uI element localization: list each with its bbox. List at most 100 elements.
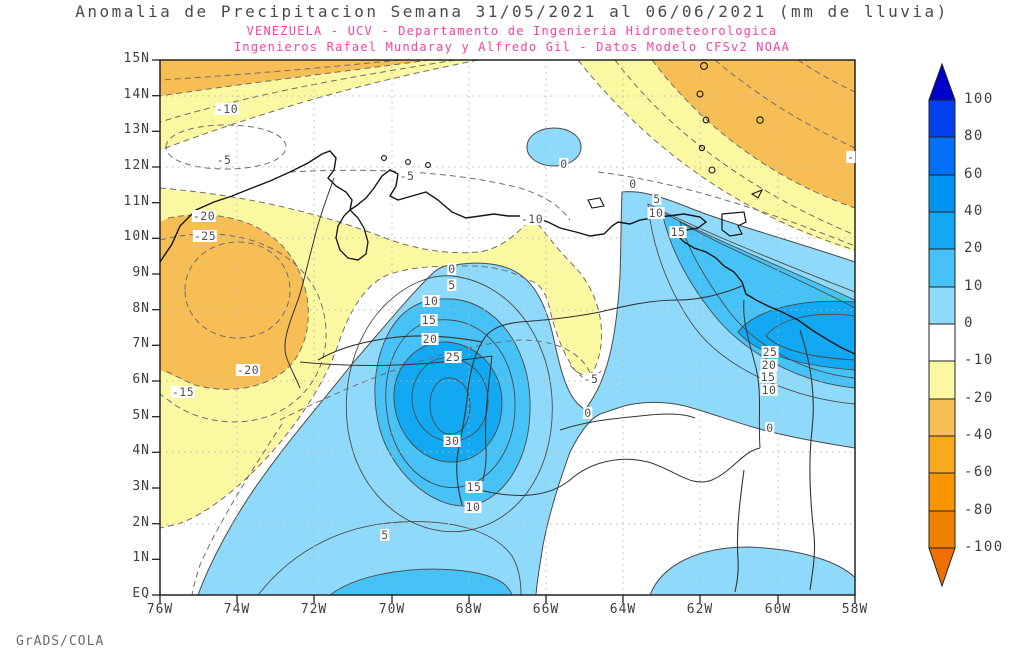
island-tobago [750, 188, 764, 199]
colorbar-seg-n100-n80 [928, 510, 956, 549]
contour-n15-northeast [614, 60, 855, 236]
contour-label: -10 [214, 102, 240, 116]
lon-label-72w: 72W [300, 602, 328, 617]
contour-n10-northeast [577, 60, 855, 251]
coastline [160, 150, 855, 355]
contour-label: 0 [628, 177, 638, 191]
contour-label: 10 [422, 294, 440, 308]
chart-title: Anomalia de Precipitacion Semana 31/05/2… [75, 2, 949, 21]
contour-n25-northwest [160, 60, 401, 81]
lat-label-6n: 6N [132, 372, 150, 387]
contour-label: -25 [192, 229, 218, 243]
contour-n5-closed-northwest [165, 124, 287, 170]
colorbar-seg-n80-n60 [928, 472, 956, 512]
islands-antilles [381, 62, 764, 174]
grads-credit: GrADS/COLA [16, 634, 105, 649]
colorbar-seg-0-10 [928, 286, 956, 325]
fill-blue-bottom-right [649, 546, 855, 595]
fill-orange-northeast [652, 60, 855, 208]
contour-label-clipped: - [846, 150, 856, 164]
contour-label: 15 [759, 370, 777, 384]
lat-label-15n: 15N [123, 51, 150, 66]
lat-label-14n: 14N [123, 87, 150, 102]
lat-label-12n: 12N [123, 158, 150, 173]
contour-n5-southwest [191, 423, 283, 595]
colorbar-seg-n20-n10 [928, 360, 956, 400]
lat-label-7n: 7N [132, 336, 150, 351]
colorbar-label-n10: -10 [964, 352, 994, 368]
contour-n10-band-south-edge [160, 215, 603, 529]
contour-label: 10 [464, 500, 482, 514]
contour-5-central [345, 275, 553, 533]
contour-label: -5 [398, 169, 416, 183]
chart-subtitle-1: VENEZUELA - UCV - Departamento de Ingeni… [246, 24, 778, 38]
colorbar-label-10: 10 [964, 278, 984, 294]
lon-label-58w: 58W [841, 602, 869, 617]
contour-n15-west-blob [160, 233, 327, 423]
contour-n5-northeast [597, 171, 855, 247]
contour-label: 10 [647, 206, 665, 220]
contour-label: 15 [465, 480, 483, 494]
map-fill-regions [160, 60, 855, 595]
contour-n20-northwest [160, 60, 431, 97]
colorbar-triangle-bottom [928, 547, 956, 588]
contour-label: -5 [582, 372, 600, 386]
contour-label: 5 [447, 278, 457, 292]
colorbar-label-n100: -100 [964, 539, 1004, 555]
contour-5-east [647, 203, 855, 405]
contour-label: 10 [760, 383, 778, 397]
colorbar-seg-60-80 [928, 136, 956, 176]
contour-15-central [385, 319, 516, 488]
contour-n30-northeast [797, 60, 855, 93]
geography [160, 62, 855, 593]
contour-n10-northwest [160, 60, 479, 151]
colorbar-seg-80-100 [928, 99, 956, 138]
lat-label-2n: 2N [132, 515, 150, 530]
contour-n25-west-blob [184, 241, 291, 339]
contour-label: 25 [444, 350, 462, 364]
colorbar-triangle-top [928, 62, 956, 101]
contour-15-east [679, 221, 855, 379]
colorbar-label-40: 40 [964, 203, 984, 219]
colorbar [928, 62, 956, 588]
lat-label-3n: 3N [132, 479, 150, 494]
colorbar-label-n80: -80 [964, 502, 994, 518]
contour-label: 0 [583, 406, 593, 420]
lat-label-eq: EQ [132, 586, 150, 601]
colorbar-label-0: 0 [964, 315, 974, 331]
contour-label: 15 [669, 225, 687, 239]
contour-label: 0 [765, 421, 775, 435]
axis-ticks-bottom [159, 595, 856, 603]
lat-label-5n: 5N [132, 408, 150, 423]
contour-label: 30 [443, 434, 461, 448]
colorbar-label-20: 20 [964, 240, 984, 256]
contour-label: -15 [170, 385, 196, 399]
contour-label: -20 [235, 363, 261, 377]
lat-label-4n: 4N [132, 443, 150, 458]
fill-blue-small-cell [526, 127, 582, 167]
lat-label-8n: 8N [132, 301, 150, 316]
plot-frame [152, 59, 856, 603]
contour-label: 0 [447, 262, 457, 276]
island-trinidad [721, 211, 747, 237]
political-borders [284, 177, 761, 496]
colorbar-seg-n10-0 [928, 323, 956, 362]
contour-label: 15 [420, 313, 438, 327]
contour-n5-central-south [279, 339, 593, 421]
lon-label-62w: 62W [686, 602, 714, 617]
contour-label: 20 [760, 358, 778, 372]
colorbar-seg-10-20 [928, 248, 956, 288]
fill-blue-10-bottom [329, 568, 513, 595]
negative-contour-lines [160, 60, 855, 595]
contour-n5-north-central [289, 169, 571, 221]
lat-label-13n: 13N [123, 122, 150, 137]
colorbar-seg-n40-n20 [928, 398, 956, 437]
contour-n10-band-north-edge [160, 187, 533, 254]
lon-label-60w: 60W [764, 602, 792, 617]
contour-label: -10 [519, 212, 545, 226]
axis-ticks-left [152, 59, 160, 596]
contour-n25-northeast [714, 60, 855, 149]
island-margarita [587, 197, 605, 209]
